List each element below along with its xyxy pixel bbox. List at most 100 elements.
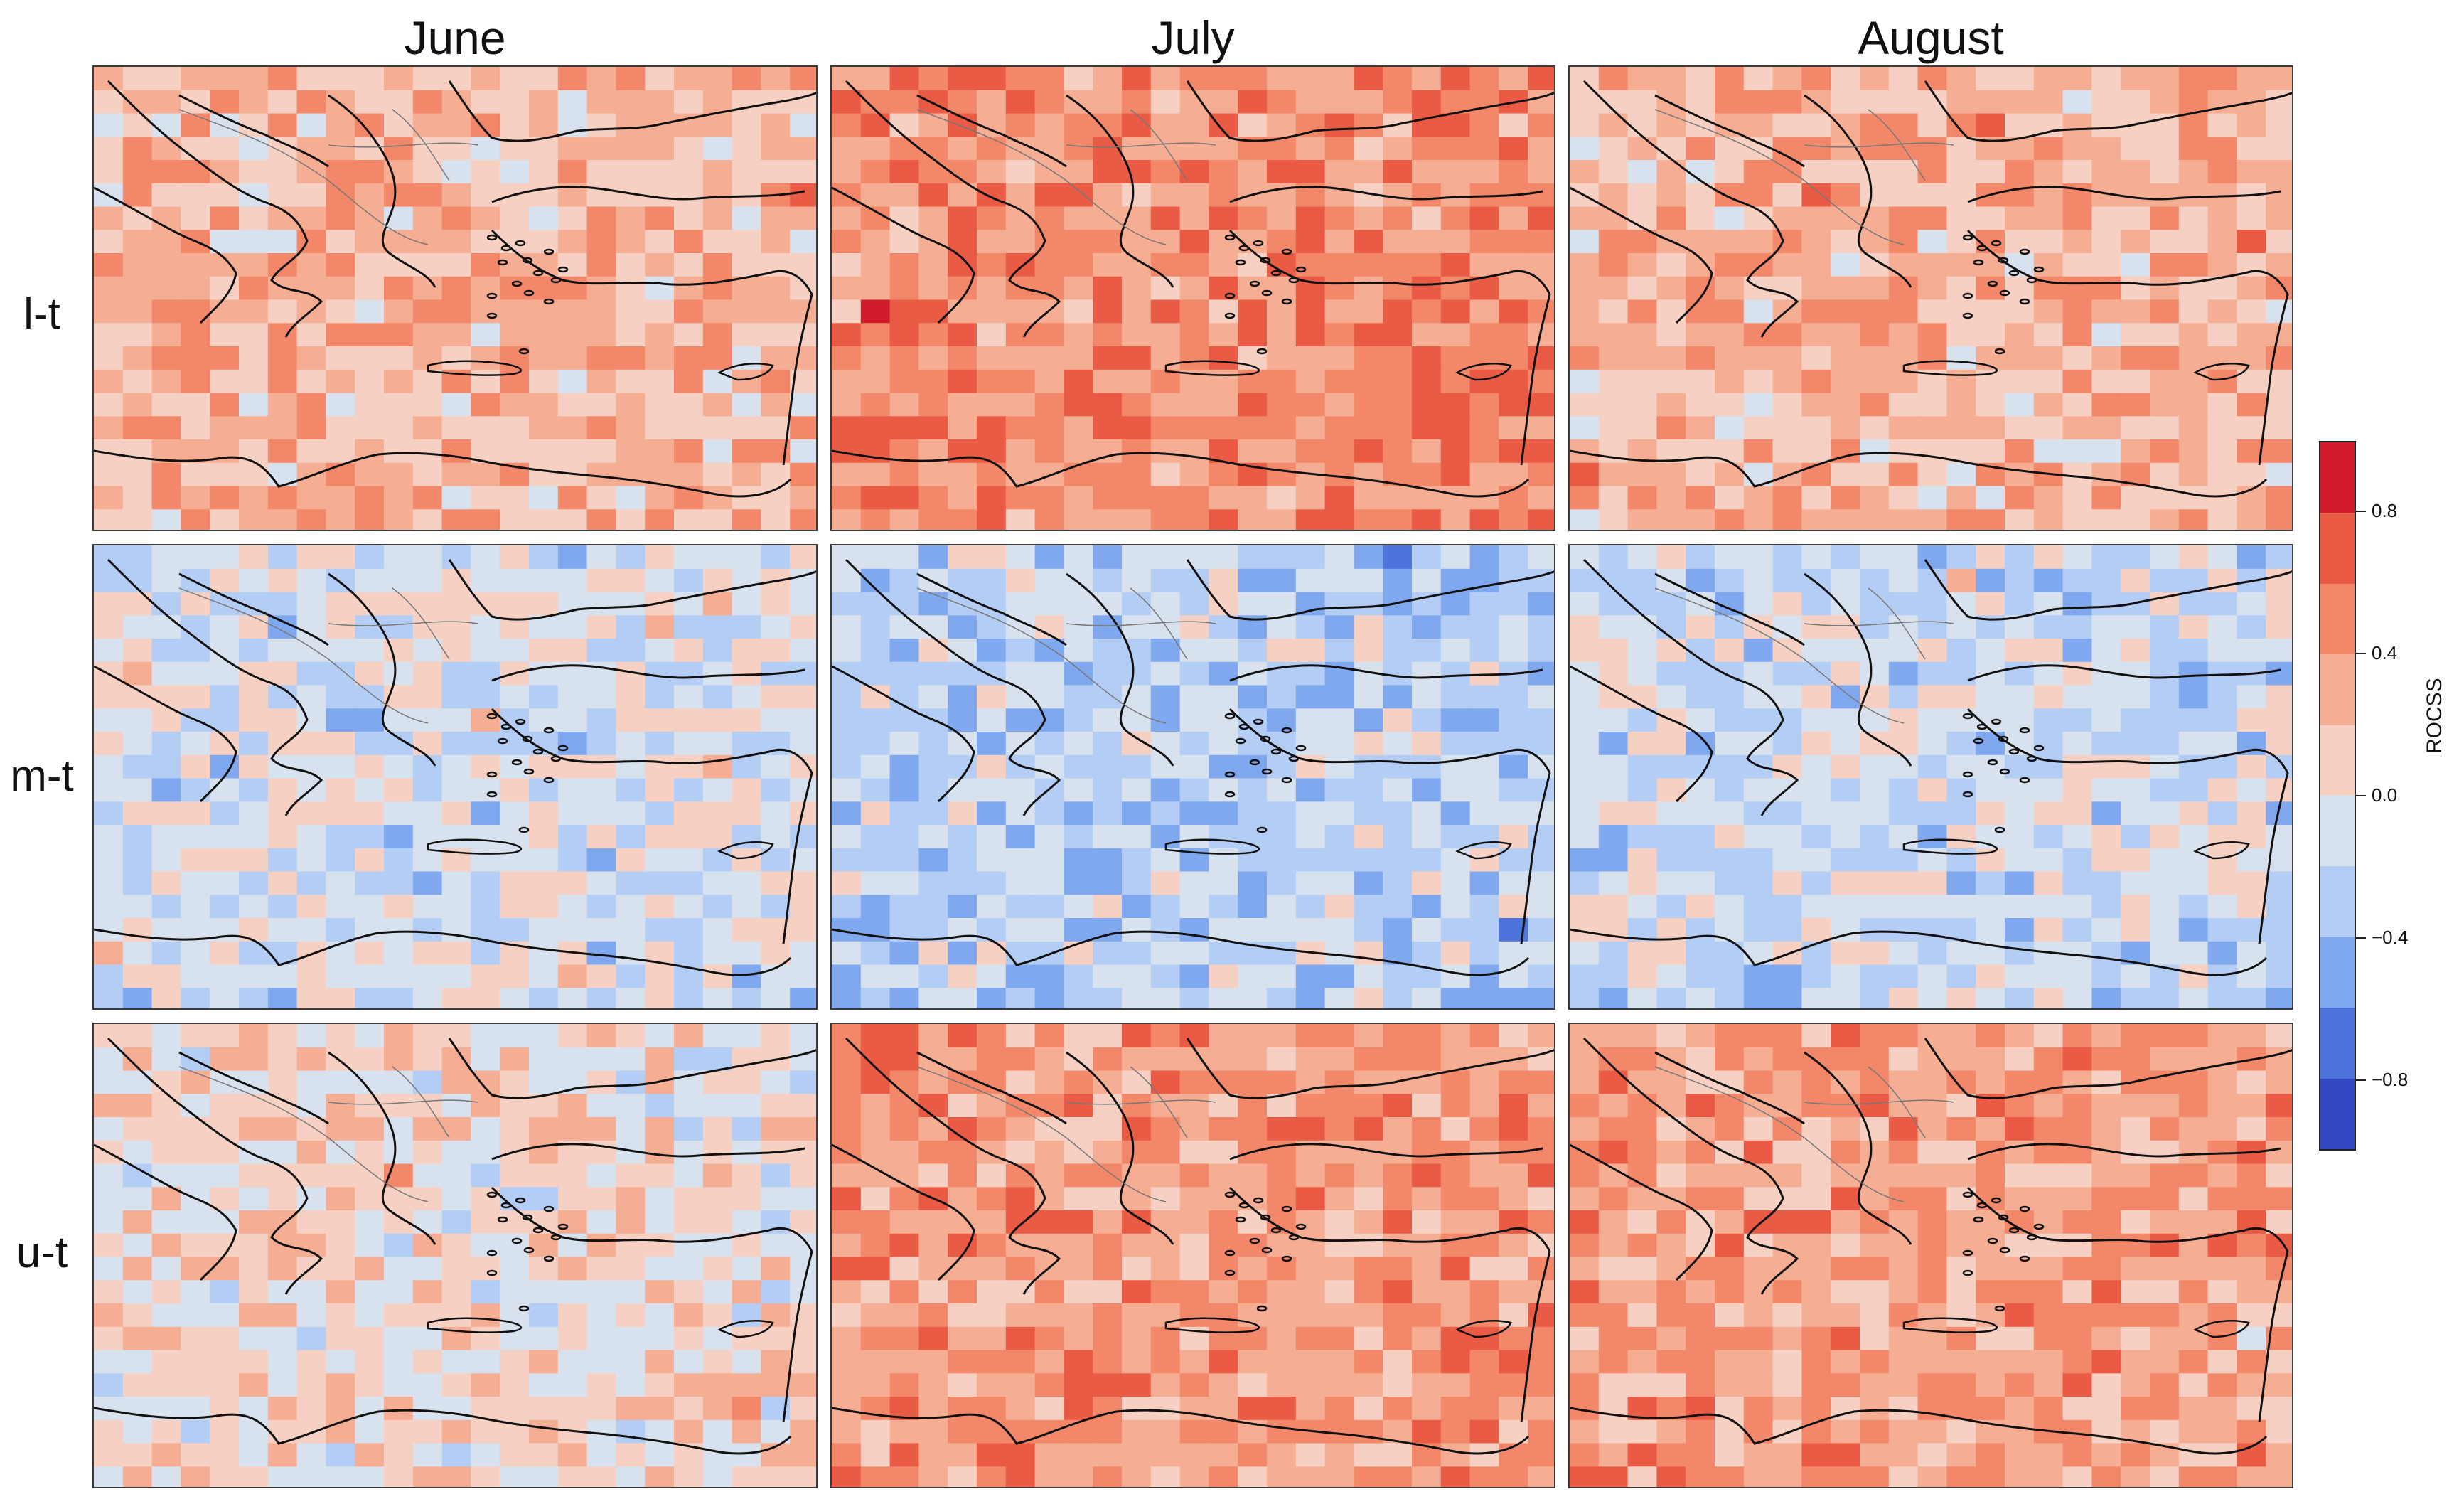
grid-cell <box>441 871 471 895</box>
grid-cell <box>1267 113 1297 137</box>
grid-cell <box>1528 1070 1554 1094</box>
grid-cell <box>1267 1280 1297 1304</box>
grid-cell <box>384 848 414 873</box>
grid-cell <box>441 206 471 230</box>
grid-cell <box>889 1303 919 1328</box>
grid-cell <box>1528 439 1554 464</box>
grid-cell <box>948 1419 977 1444</box>
grid-cell <box>1715 1094 1745 1118</box>
grid-cell <box>2266 639 2292 663</box>
grid-cell <box>1412 639 1442 663</box>
grid-cell <box>122 988 153 1008</box>
grid-cell <box>122 754 153 779</box>
grid-cell <box>1122 1024 1152 1048</box>
grid-cell <box>1179 941 1209 966</box>
coastline <box>328 1051 436 1245</box>
grid-cell <box>645 639 675 663</box>
grid-cell <box>471 895 500 919</box>
coastline <box>491 186 805 203</box>
grid-cell <box>1412 848 1442 873</box>
grid-cell <box>500 416 530 440</box>
grid-cell <box>326 323 355 347</box>
crete-outline <box>1164 838 1260 855</box>
grid-cell <box>1295 1210 1326 1234</box>
grid-cell <box>267 1024 298 1048</box>
grid-cell <box>1324 393 1354 417</box>
grid-cell <box>977 137 1007 161</box>
grid-cell <box>1598 369 1629 394</box>
grid-cell <box>1295 439 1326 464</box>
grid-cell <box>790 1070 816 1094</box>
grid-cell <box>1295 486 1326 510</box>
grid-cell <box>889 160 919 184</box>
grid-cell <box>210 346 240 370</box>
grid-cell <box>832 871 862 895</box>
grid-cell <box>889 1373 919 1397</box>
coastline <box>1229 1143 1543 1161</box>
grid-cell <box>1686 369 1715 394</box>
grid-cell <box>151 509 181 530</box>
grid-cell <box>616 871 646 895</box>
grid-cell <box>210 486 240 510</box>
grid-cell <box>1179 1024 1209 1048</box>
grid-cell <box>181 183 210 208</box>
grid-cell <box>2062 346 2092 370</box>
grid-cell <box>761 137 791 161</box>
grid-cell <box>1686 486 1715 510</box>
grid-cell <box>1179 825 1209 849</box>
grid-cell <box>1469 416 1499 440</box>
grid-cell <box>977 778 1007 802</box>
grid-cell <box>122 1024 153 1048</box>
grid-cell <box>1267 1070 1297 1094</box>
grid-cell <box>529 113 559 137</box>
grid-cell <box>267 230 298 254</box>
grid-cell <box>1598 1466 1629 1487</box>
grid-cell <box>210 1466 240 1487</box>
grid-cell <box>1122 848 1152 873</box>
grid-cell <box>1888 1373 1919 1397</box>
grid-cell <box>384 661 414 686</box>
grid-cell <box>1860 848 1890 873</box>
grid-cell <box>790 67 816 91</box>
grid-cell <box>500 1117 530 1141</box>
grid-cell <box>1267 568 1297 593</box>
grid-cell <box>1122 545 1152 570</box>
grid-cell <box>1946 509 1976 530</box>
map-svg <box>1570 545 2292 1008</box>
grid-cell <box>1295 160 1326 184</box>
grid-cell <box>1209 1350 1238 1374</box>
grid-cell <box>1267 1024 1297 1048</box>
grid-cell <box>1122 568 1152 593</box>
grid-cell <box>948 988 977 1008</box>
grid-cell <box>326 509 355 530</box>
coastline <box>1654 572 1805 646</box>
grid-cell <box>1570 346 1600 370</box>
grid-cell <box>889 299 919 324</box>
grid-cell <box>860 486 891 510</box>
grid-cell <box>1064 545 1093 570</box>
grid-cell <box>1150 941 1181 966</box>
grid-cell <box>1598 1024 1629 1048</box>
grid-cell <box>355 825 385 849</box>
grid-cell <box>2178 206 2209 230</box>
grid-cell <box>1656 1419 1686 1444</box>
grid-cell <box>1412 615 1442 639</box>
grid-cell <box>1499 1350 1528 1374</box>
grid-cell <box>384 509 414 530</box>
grid-cell <box>1976 918 2005 942</box>
grid-cell <box>181 1350 210 1374</box>
grid-cell <box>1267 1419 1297 1444</box>
grid-cell <box>557 160 588 184</box>
island-outline <box>557 745 569 752</box>
grid-cell <box>1860 661 1890 686</box>
grid-cell <box>1801 346 1831 370</box>
grid-cell <box>1093 1466 1123 1487</box>
island-outline <box>1962 1269 1973 1276</box>
grid-cell <box>1772 685 1802 709</box>
grid-cell <box>586 825 616 849</box>
grid-cell <box>1715 1397 1745 1421</box>
grid-cell <box>1570 754 1600 779</box>
grid-cell <box>674 509 704 530</box>
grid-cell <box>616 416 646 440</box>
grid-cell <box>1295 708 1326 732</box>
